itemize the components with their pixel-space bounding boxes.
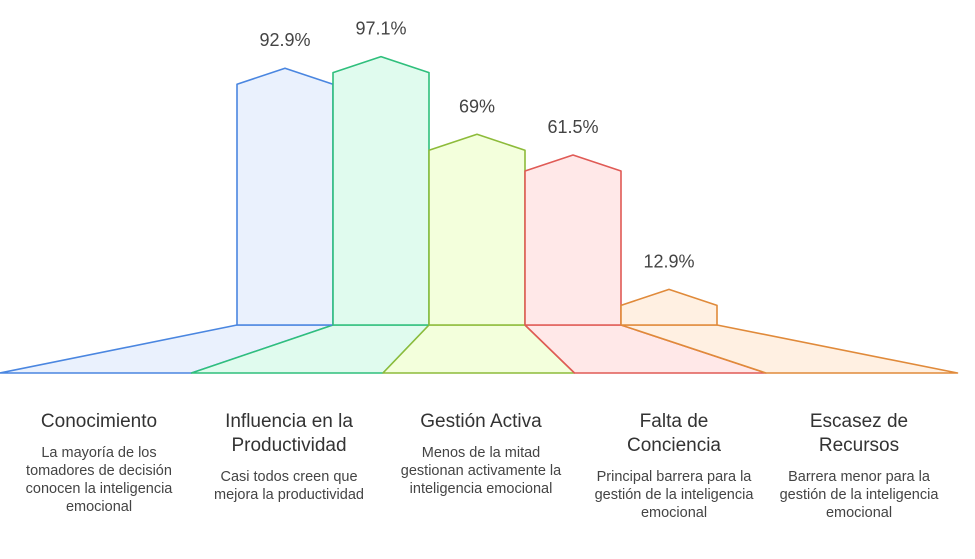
- category-title: Conocimiento: [40, 411, 158, 432]
- category-4: Falta de Conciencia Principal barrera pa…: [584, 410, 764, 522]
- category-title: Gestión Activa: [420, 411, 542, 432]
- value-label-2: 97.1%: [355, 19, 406, 39]
- category-2: Influencia en la Productividad Casi todo…: [199, 410, 379, 504]
- category-description: La mayoría de los tomadores de decisión …: [25, 445, 173, 515]
- category-title: Influencia en la Productividad: [225, 411, 353, 456]
- category-description: Menos de la mitad gestionan activamente …: [400, 445, 562, 497]
- bar-5: [620, 288, 718, 326]
- category-3: Gestión Activa Menos de la mitad gestion…: [391, 410, 571, 498]
- category-description: Barrera menor para la gestión de la inte…: [779, 469, 939, 521]
- value-label-4: 61.5%: [547, 117, 598, 137]
- category-5: Escasez de Recursos Barrera menor para l…: [769, 410, 949, 522]
- value-label-1: 92.9%: [259, 30, 310, 50]
- value-label-3: 69%: [459, 96, 495, 116]
- bar-2: [332, 55, 430, 326]
- value-label-5: 12.9%: [643, 251, 694, 271]
- category-description: Principal barrera para la gestión de la …: [594, 469, 754, 521]
- category-description: Casi todos creen que mejora la productiv…: [214, 469, 364, 503]
- bar-1: [236, 67, 334, 326]
- category-title: Falta de Conciencia: [627, 411, 721, 456]
- category-1: Conocimiento La mayoría de los tomadores…: [9, 410, 189, 516]
- bar-3: [428, 133, 526, 326]
- category-title: Escasez de Recursos: [809, 411, 909, 456]
- bar-4: [524, 154, 622, 326]
